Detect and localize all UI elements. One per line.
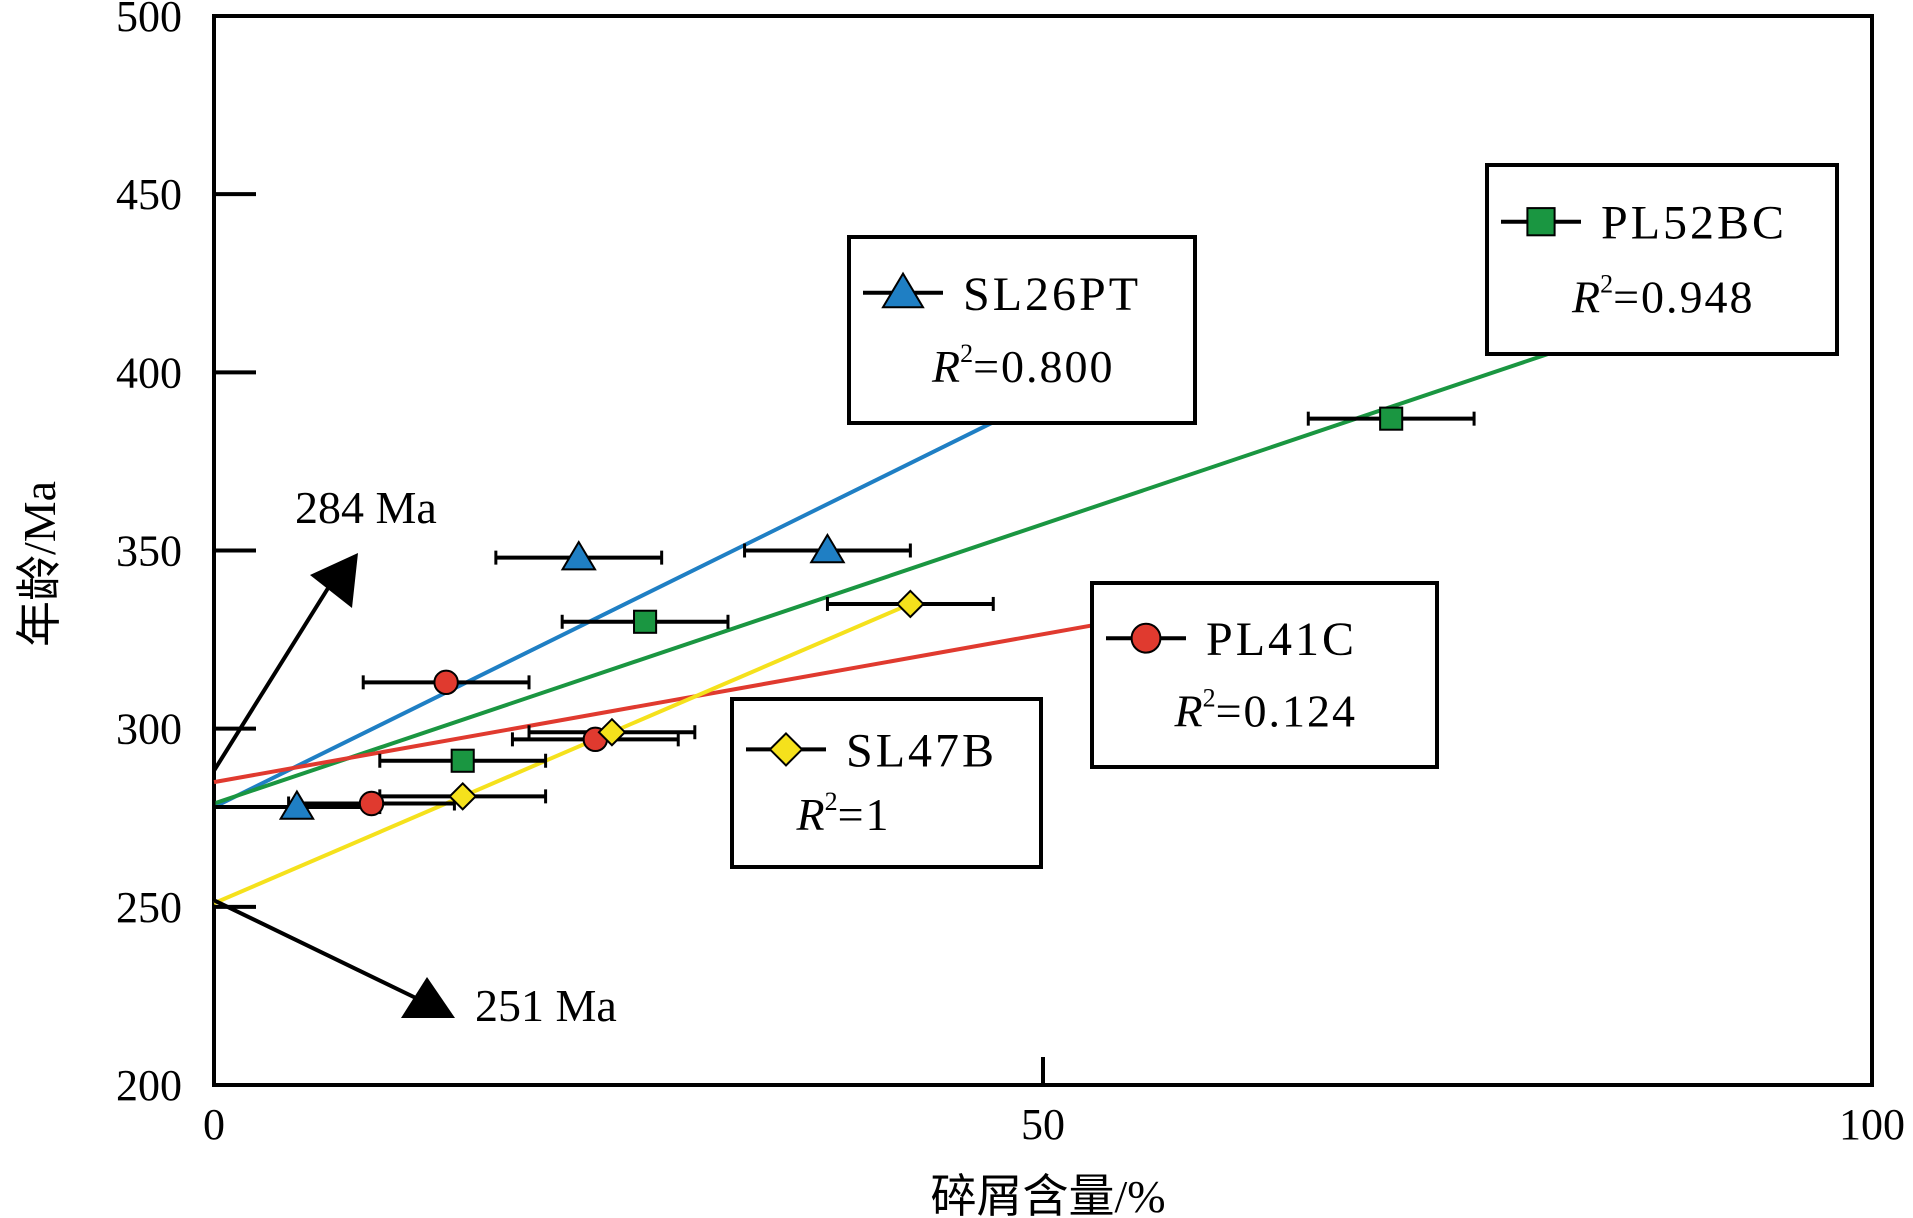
arrow-284-head — [310, 553, 358, 608]
annotation-284: 284 Ma — [295, 482, 437, 533]
legend-frame — [730, 697, 1043, 869]
legend-series-name: PL41C — [1206, 613, 1357, 666]
legend-marker — [881, 271, 925, 309]
y-axis-label: 年龄/Ma — [14, 481, 65, 647]
data-point-sl26pt — [560, 540, 597, 571]
legend-series-name: SL47B — [846, 724, 997, 777]
legend-r2: R2=0.800 — [931, 339, 1115, 392]
r2-symbol: R — [796, 789, 825, 840]
y-tick-label: 400 — [116, 348, 182, 397]
legend-frame — [1485, 163, 1839, 356]
r2-exponent: 2 — [1600, 269, 1613, 298]
legend-marker — [768, 731, 804, 767]
data-point-sl47b — [895, 589, 925, 619]
fit-line-pl52bc — [213, 349, 1558, 806]
data-point-pl41c — [433, 669, 459, 696]
x-tick-label: 100 — [1839, 1100, 1905, 1149]
legend-r2: R2=0.124 — [1174, 684, 1358, 737]
y-tick-label: 350 — [116, 527, 182, 576]
data-point-pl52bc — [1379, 406, 1404, 431]
fit-line-pl41c — [213, 623, 1094, 785]
annotation-251: 251 Ma — [475, 980, 617, 1031]
r2-value: =0.124 — [1216, 686, 1357, 737]
arrow-251-head — [401, 977, 455, 1018]
r2-exponent: 2 — [825, 787, 838, 816]
r2-value: =0.948 — [1613, 271, 1754, 322]
data-point-sl26pt — [278, 789, 315, 820]
legend-series-name: SL26PT — [963, 268, 1141, 321]
y-tick-label: 500 — [116, 0, 182, 41]
legend-marker — [1526, 207, 1556, 237]
legend-r2: R2=1 — [796, 787, 891, 840]
r2-exponent: 2 — [960, 339, 973, 368]
r2-value: =1 — [838, 789, 891, 840]
legend-marker — [1130, 622, 1162, 654]
x-tick-label: 50 — [1021, 1100, 1065, 1149]
y-tick-label: 250 — [116, 883, 182, 932]
fit-line-sl26pt — [213, 420, 995, 809]
legend-frame — [847, 235, 1197, 425]
y-tick-label: 450 — [116, 170, 182, 219]
x-axis-label: 碎屑含量/% — [930, 1171, 1165, 1218]
data-point-pl41c — [358, 790, 385, 817]
r2-symbol: R — [1571, 271, 1600, 322]
r2-symbol: R — [931, 341, 960, 392]
r2-exponent: 2 — [1203, 684, 1216, 713]
r2-symbol: R — [1174, 686, 1203, 737]
data-point-sl26pt — [809, 532, 846, 564]
data-point-sl47b — [597, 717, 627, 747]
data-point-sl47b — [448, 781, 478, 811]
y-tick-label: 200 — [116, 1061, 182, 1110]
x-tick-label: 0 — [203, 1100, 225, 1149]
legend-frame — [1090, 581, 1439, 769]
r2-value: =0.800 — [973, 341, 1114, 392]
data-point-pl52bc — [633, 609, 658, 634]
legend-series-name: PL52BC — [1601, 197, 1787, 250]
fit-line-sl47b — [213, 602, 912, 906]
legend-r2: R2=0.948 — [1571, 269, 1755, 322]
arrow-284-shaft — [212, 583, 332, 772]
data-point-pl52bc — [450, 748, 475, 773]
legend-box-sl47b: SL47B R2=1 — [730, 697, 1043, 869]
arrow-251-shaft — [213, 898, 421, 1002]
y-tick-label: 300 — [116, 705, 182, 754]
